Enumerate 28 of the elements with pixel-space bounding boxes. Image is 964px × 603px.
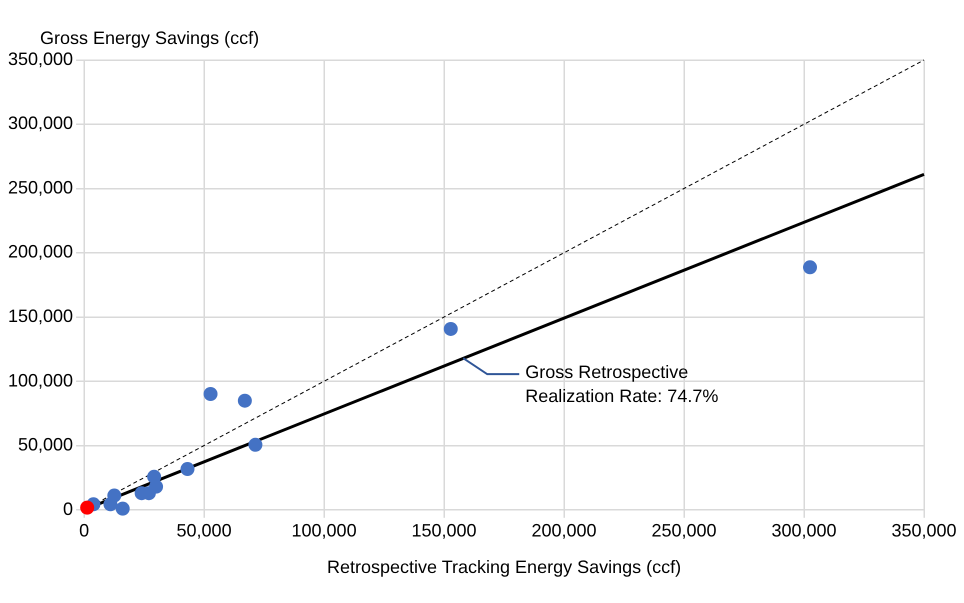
point: [248, 438, 262, 452]
y-tick-label: 0: [63, 498, 74, 519]
y-tick-label: 300,000: [8, 113, 74, 134]
y-tick-label: 250,000: [8, 177, 74, 198]
y-axis-title: Gross Energy Savings (ccf): [40, 28, 260, 49]
x-tick-label: 300,000: [771, 520, 837, 541]
point: [80, 500, 94, 515]
x-tick-label: 350,000: [891, 520, 957, 541]
x-tick-label: 200,000: [531, 520, 597, 541]
point: [103, 497, 118, 512]
point: [803, 260, 818, 274]
annotation: Gross Retrospective Realization Rate: 74.7%: [525, 362, 718, 406]
y-tick-label: 50,000: [18, 434, 74, 455]
x-tick-label: 150,000: [412, 520, 477, 541]
point: [444, 322, 458, 336]
y-tick-label: 150,000: [8, 306, 74, 326]
point: [116, 502, 130, 516]
point: [238, 394, 252, 408]
y-tick-label: 350,000: [8, 48, 74, 69]
x-axis-title: Retrospective Tracking Energy Savings (ccf): [326, 557, 682, 578]
x-tick-label: 0: [79, 520, 90, 541]
point: [180, 462, 194, 476]
y-tick-label: 100,000: [8, 370, 74, 390]
x-tick-label: 50,000: [176, 520, 232, 541]
x-tick-label: 250,000: [651, 520, 717, 541]
y-tick-label: 200,000: [8, 242, 74, 262]
point: [204, 387, 218, 402]
x-tick-label: 100,000: [292, 520, 357, 541]
